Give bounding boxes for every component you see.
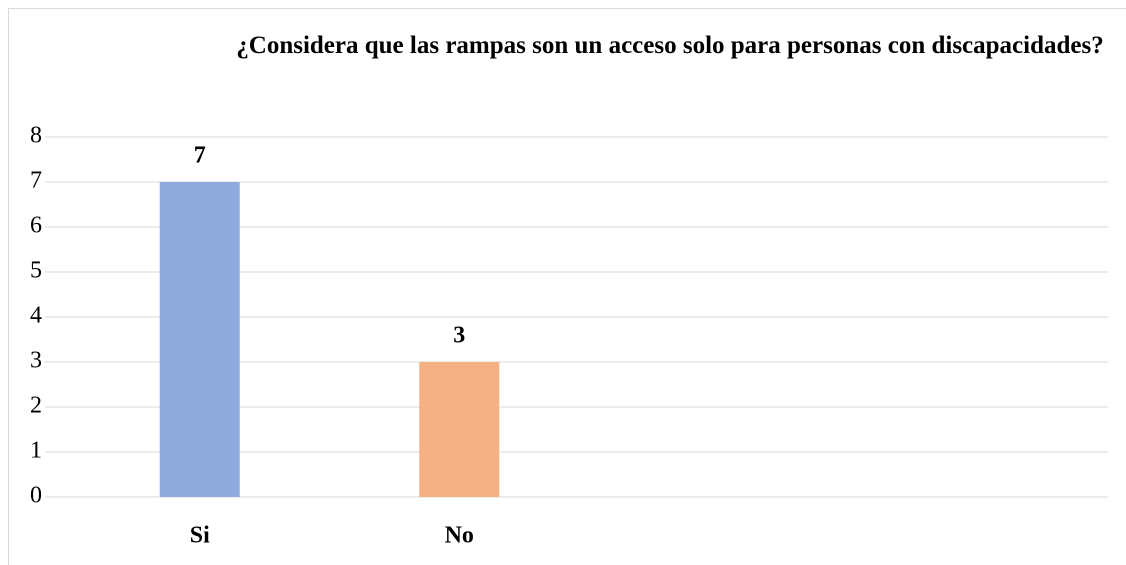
value-label: 3 xyxy=(453,323,465,349)
bar xyxy=(419,362,500,497)
y-tick-label: 0 xyxy=(30,483,42,509)
x-tick-label: No xyxy=(445,523,474,549)
y-tick-label: 1 xyxy=(30,438,42,464)
y-tick-label: 4 xyxy=(30,303,42,329)
y-tick-label: 5 xyxy=(30,258,42,284)
y-tick-label: 3 xyxy=(30,348,42,374)
value-label: 7 xyxy=(194,143,206,169)
y-tick-label: 2 xyxy=(30,393,42,419)
y-tick-label: 6 xyxy=(30,213,42,239)
y-tick-label: 8 xyxy=(30,123,42,149)
x-tick-label: Si xyxy=(190,523,210,549)
chart-title: ¿Considera que las rampas son un acceso … xyxy=(236,32,1104,59)
chart-border xyxy=(8,8,1126,565)
bar xyxy=(159,182,240,497)
y-tick-label: 7 xyxy=(30,168,42,194)
